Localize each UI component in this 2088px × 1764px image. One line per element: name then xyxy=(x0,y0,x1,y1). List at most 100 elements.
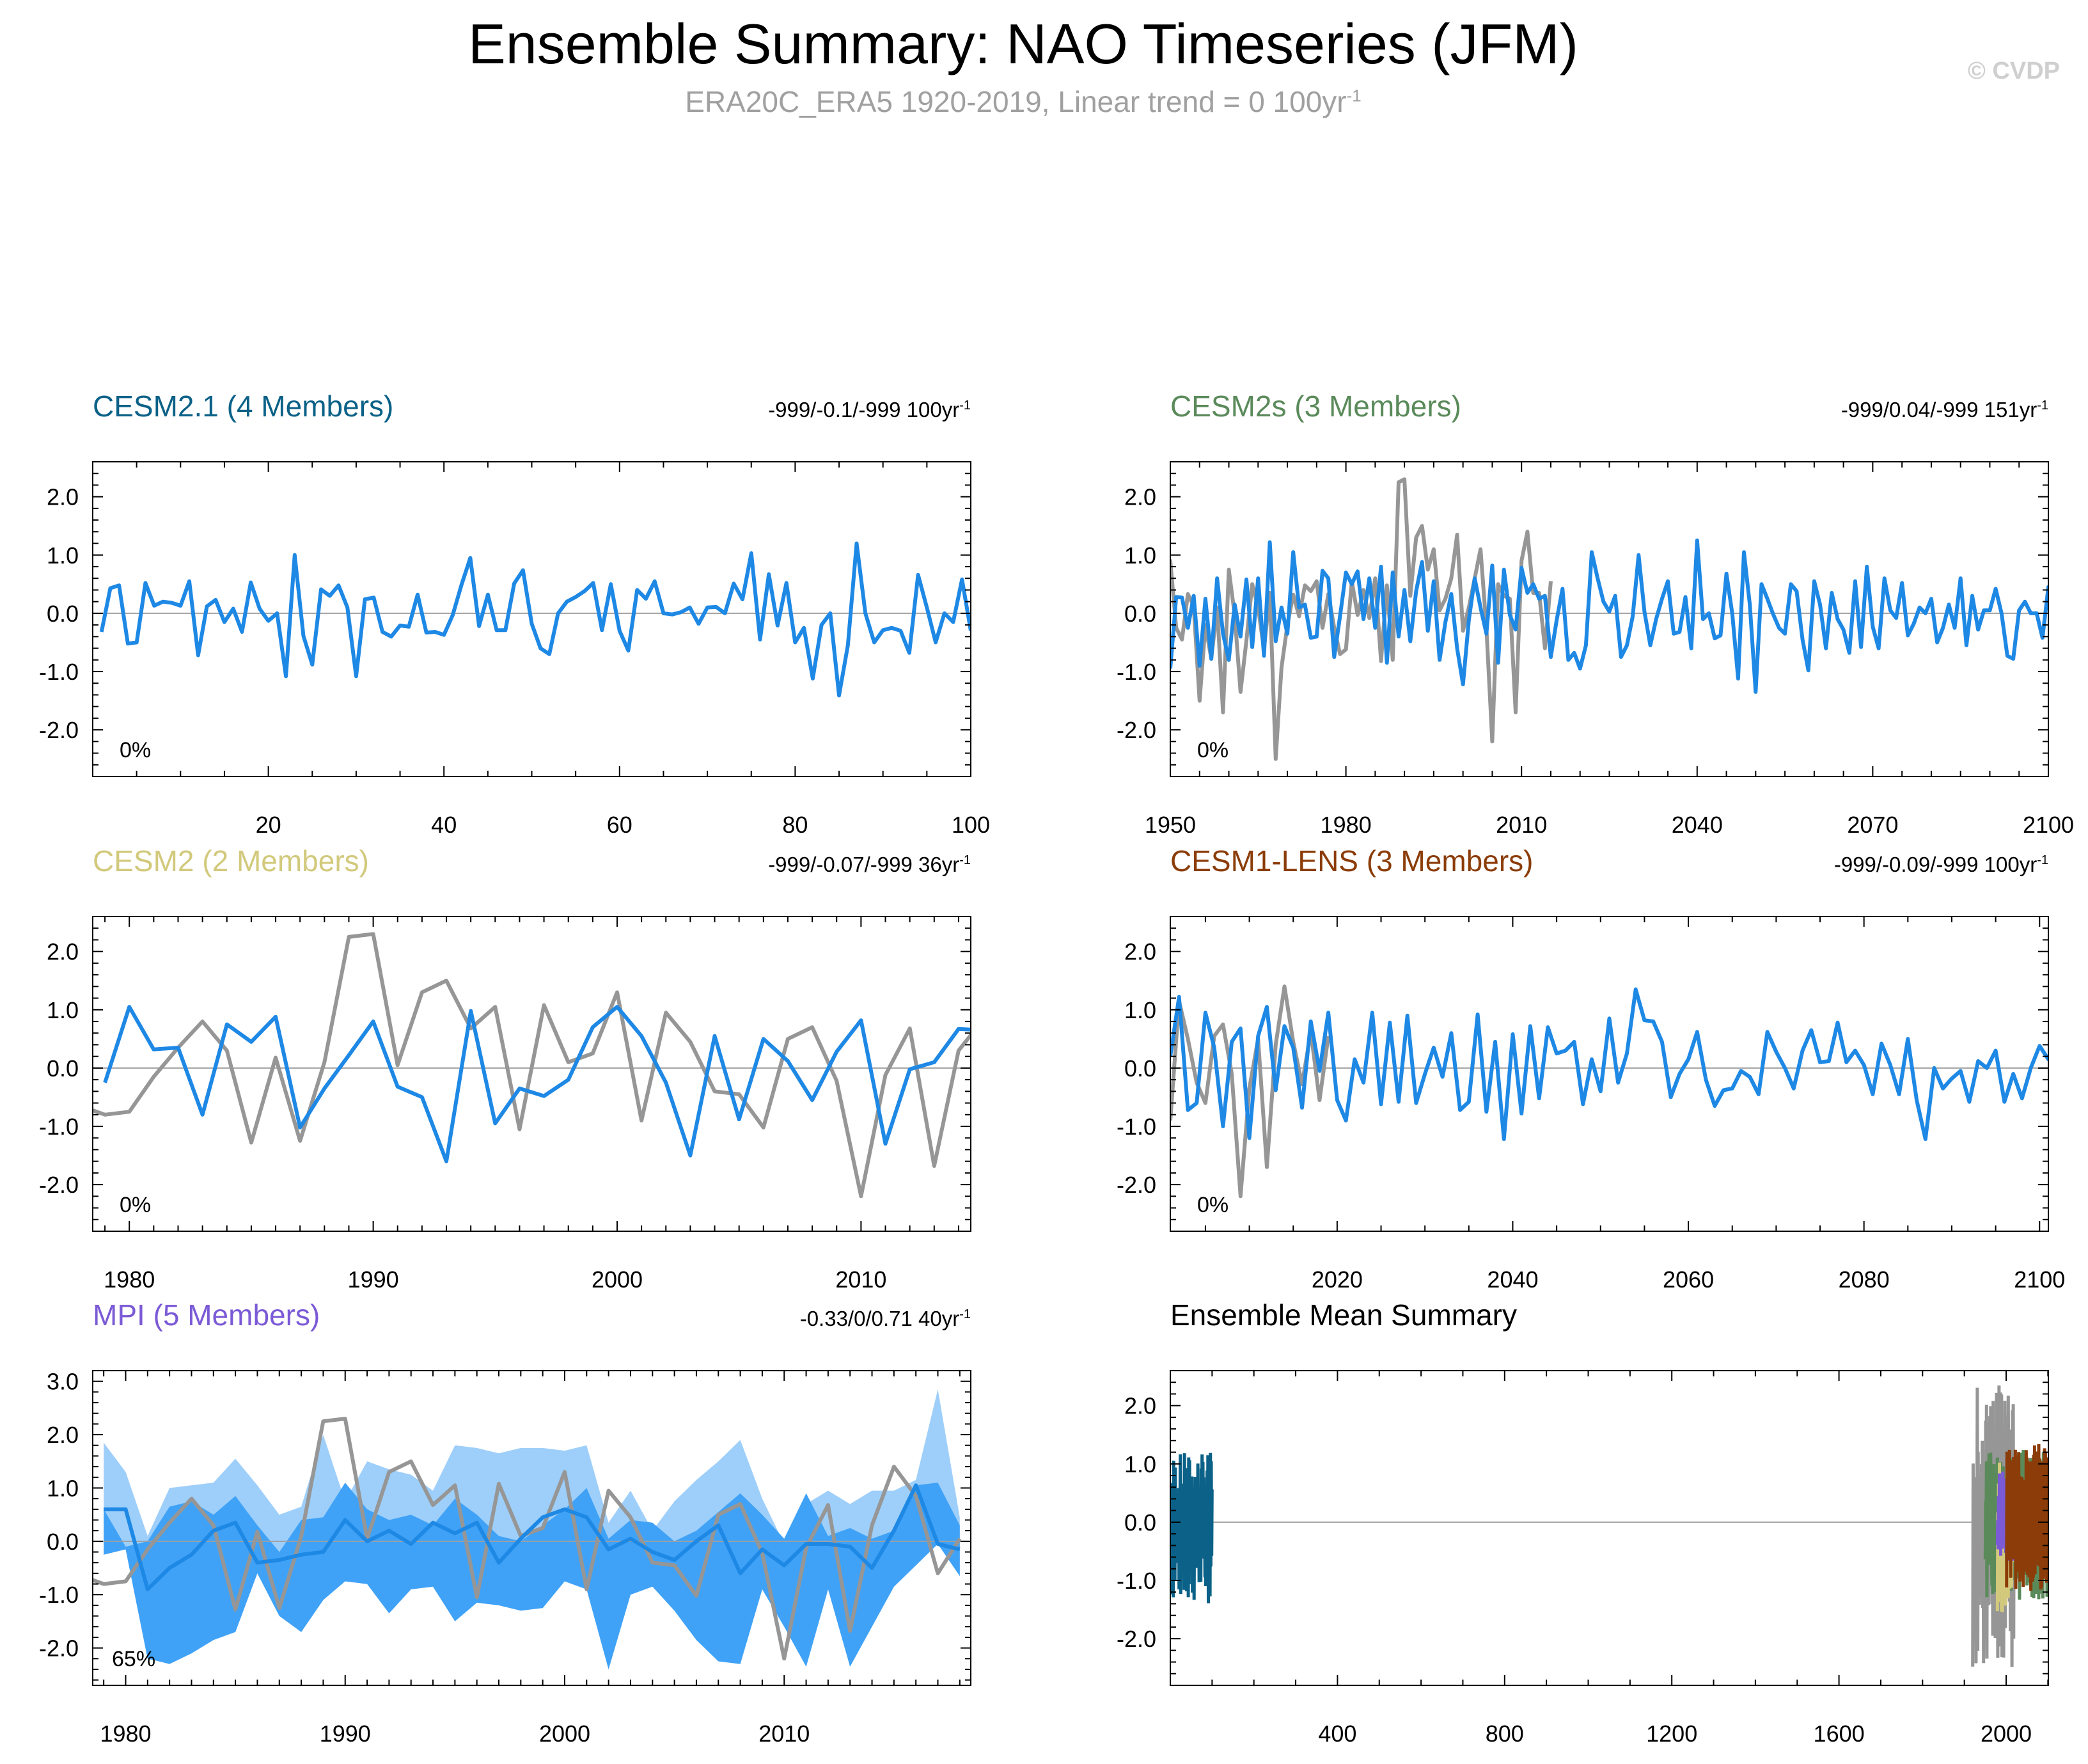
y-tick-label: 0.0 xyxy=(47,1529,79,1555)
trend-superscript: -1 xyxy=(959,398,971,413)
x-tick-label: 2100 xyxy=(2023,812,2074,838)
y-tick-label: -1.0 xyxy=(39,1582,79,1608)
x-tick-label: 400 xyxy=(1318,1721,1356,1747)
x-tick-label: 2010 xyxy=(758,1721,810,1747)
panel-cesm2: -2.0 -1.0 0.0 1.0 2.0 1980 1990 2000 2010 0% xyxy=(39,916,971,1293)
observed-series-line xyxy=(1170,984,1331,1199)
x-tick-label: 2040 xyxy=(1672,812,1723,838)
y-tick-label: 2.0 xyxy=(1124,1393,1156,1419)
summary-series-cesm1-lens xyxy=(2005,1444,2048,1591)
y-tick-label: -1.0 xyxy=(1117,1114,1156,1140)
percent-label: 65% xyxy=(112,1647,155,1671)
observed-series-line xyxy=(93,1417,962,1661)
plot-frame xyxy=(92,916,971,1232)
trend-superscript: -1 xyxy=(959,853,971,867)
panel-summary: -2.0 -1.0 0.0 1.0 2.0 400 800 1200 1600 2000 xyxy=(1117,1370,2049,1747)
panel-trend-cesm1: -999/-0.09/-999 100yr-1 xyxy=(1834,853,2048,877)
x-tick-label: 60 xyxy=(607,812,632,838)
trend-superscript: -1 xyxy=(2037,853,2048,867)
x-tick-label: 1980 xyxy=(1321,812,1372,838)
y-tick-label: 0.0 xyxy=(1124,601,1156,627)
plot-frame xyxy=(1170,916,2049,1232)
y-tick-label: -2.0 xyxy=(39,717,79,743)
percent-label: 0% xyxy=(1197,1193,1228,1217)
y-tick-label: 0.0 xyxy=(1124,1509,1156,1536)
x-tick-label: 2000 xyxy=(1981,1721,2032,1747)
x-tick-label: 2010 xyxy=(835,1266,886,1293)
subtitle-superscript: -1 xyxy=(1346,86,1362,106)
trend-superscript: -1 xyxy=(959,1307,971,1321)
ensemble-mean-series-line xyxy=(104,1483,961,1591)
y-tick-label: 2.0 xyxy=(47,484,79,510)
y-tick-label: -2.0 xyxy=(1117,1626,1156,1652)
plot-frame xyxy=(92,1370,971,1686)
x-tick-label: 2060 xyxy=(1663,1266,1714,1293)
x-tick-label: 1200 xyxy=(1646,1721,1697,1747)
y-tick-label: 1.0 xyxy=(1124,542,1156,569)
trend-text: -999/-0.09/-999 100yr xyxy=(1833,853,2037,876)
x-tick-label: 1990 xyxy=(348,1266,399,1293)
y-tick-label: -1.0 xyxy=(1117,659,1156,685)
ensemble-mean-series-line xyxy=(1170,539,2048,694)
trend-text: -0.33/0/0.71 40yr xyxy=(799,1307,960,1330)
subtitle-text: ERA20C_ERA5 1920-2019, Linear trend = 0 … xyxy=(685,85,1347,118)
trend-text: -999/-0.07/-999 36yr xyxy=(768,853,960,876)
panel-cesm2s: -2.0 -1.0 0.0 1.0 2.0 1950 1980 2010 2040 2070 210… xyxy=(1117,461,2074,838)
panel-trend-cesm2s: -999/0.04/-999 151yr-1 xyxy=(1841,398,2048,422)
y-tick-label: 1.0 xyxy=(47,542,79,569)
ensemble-mean-series-line xyxy=(103,1005,971,1163)
percent-label: 0% xyxy=(120,1193,151,1217)
y-tick-label: 2.0 xyxy=(47,1422,79,1448)
panel-title-cesm1: CESM1-LENS (3 Members) xyxy=(1170,844,1534,878)
x-tick-label: 1990 xyxy=(320,1721,371,1747)
y-tick-label: -1.0 xyxy=(39,1114,79,1140)
x-tick-label: 2080 xyxy=(1839,1266,1890,1293)
cvdp-watermark: © CVDP xyxy=(1967,58,2060,84)
x-tick-label: 2020 xyxy=(1312,1266,1363,1293)
ensemble-mean-series-line xyxy=(1170,987,2048,1141)
panel-cesm1: -2.0 -1.0 0.0 1.0 2.0 2020 2040 2060 2080 2100 0% xyxy=(1117,916,2065,1293)
plot-area-cesm21 xyxy=(93,541,971,698)
panel-cesm21: -2.0 -1.0 0.0 1.0 2.0 20 40 60 80 100 0% xyxy=(39,461,990,838)
observed-series-line xyxy=(93,932,971,1199)
y-tick-label: 1.0 xyxy=(1124,1451,1156,1477)
x-tick-label: 80 xyxy=(782,812,808,838)
observed-series-line xyxy=(1170,477,1553,761)
x-tick-label: 100 xyxy=(952,812,990,838)
y-tick-label: -2.0 xyxy=(1117,717,1156,743)
panel-title-cesm2: CESM2 (2 Members) xyxy=(93,844,369,878)
x-tick-label: 2000 xyxy=(592,1266,643,1293)
percent-label: 0% xyxy=(1197,738,1228,762)
figure-subtitle: ERA20C_ERA5 1920-2019, Linear trend = 0 … xyxy=(0,84,2046,119)
panel-title-cesm21: CESM2.1 (4 Members) xyxy=(93,390,394,423)
figure-title: Ensemble Summary: NAO Timeseries (JFM) xyxy=(468,12,1578,75)
percent-label: 0% xyxy=(120,738,151,762)
plot-area-cesm2 xyxy=(93,932,971,1199)
x-tick-label: 1600 xyxy=(1814,1721,1865,1747)
plot-area-summary xyxy=(1170,1385,2048,1667)
panel-trend-mpi: -0.33/0/0.71 40yr-1 xyxy=(800,1307,971,1331)
panel-trend-cesm21: -999/-0.1/-999 100yr-1 xyxy=(768,398,971,422)
panel-trend-cesm2: -999/-0.07/-999 36yr-1 xyxy=(768,853,971,877)
plot-frame xyxy=(1170,1370,2049,1686)
y-tick-label: -1.0 xyxy=(1117,1568,1156,1594)
x-tick-label: 1980 xyxy=(100,1721,151,1747)
trend-superscript: -1 xyxy=(2037,398,2048,413)
plot-area-cesm1 xyxy=(1170,984,2048,1199)
y-tick-label: -1.0 xyxy=(39,659,79,685)
panel-mpi: -2.0 -1.0 0.0 1.0 2.0 3.0 1980 1990 2000 2010 65% xyxy=(39,1369,971,1747)
x-tick-label: 20 xyxy=(256,812,281,838)
x-tick-label: 2040 xyxy=(1487,1266,1538,1293)
y-tick-label: 3.0 xyxy=(47,1369,79,1395)
spread-band-inner xyxy=(104,1483,960,1669)
summary-series-cesm2-1 xyxy=(1170,1453,1214,1603)
y-tick-label: 2.0 xyxy=(1124,484,1156,510)
ensemble-mean-series-line xyxy=(99,541,971,698)
y-tick-label: 0.0 xyxy=(47,1055,79,1082)
panel-title-mpi: MPI (5 Members) xyxy=(93,1298,320,1332)
x-tick-label: 2000 xyxy=(539,1721,590,1747)
plot-area-mpi xyxy=(93,1389,971,1669)
trend-text: -999/0.04/-999 151yr xyxy=(1841,398,2037,421)
trend-text: -999/-0.1/-999 100yr xyxy=(768,398,960,421)
y-tick-label: 0.0 xyxy=(47,601,79,627)
